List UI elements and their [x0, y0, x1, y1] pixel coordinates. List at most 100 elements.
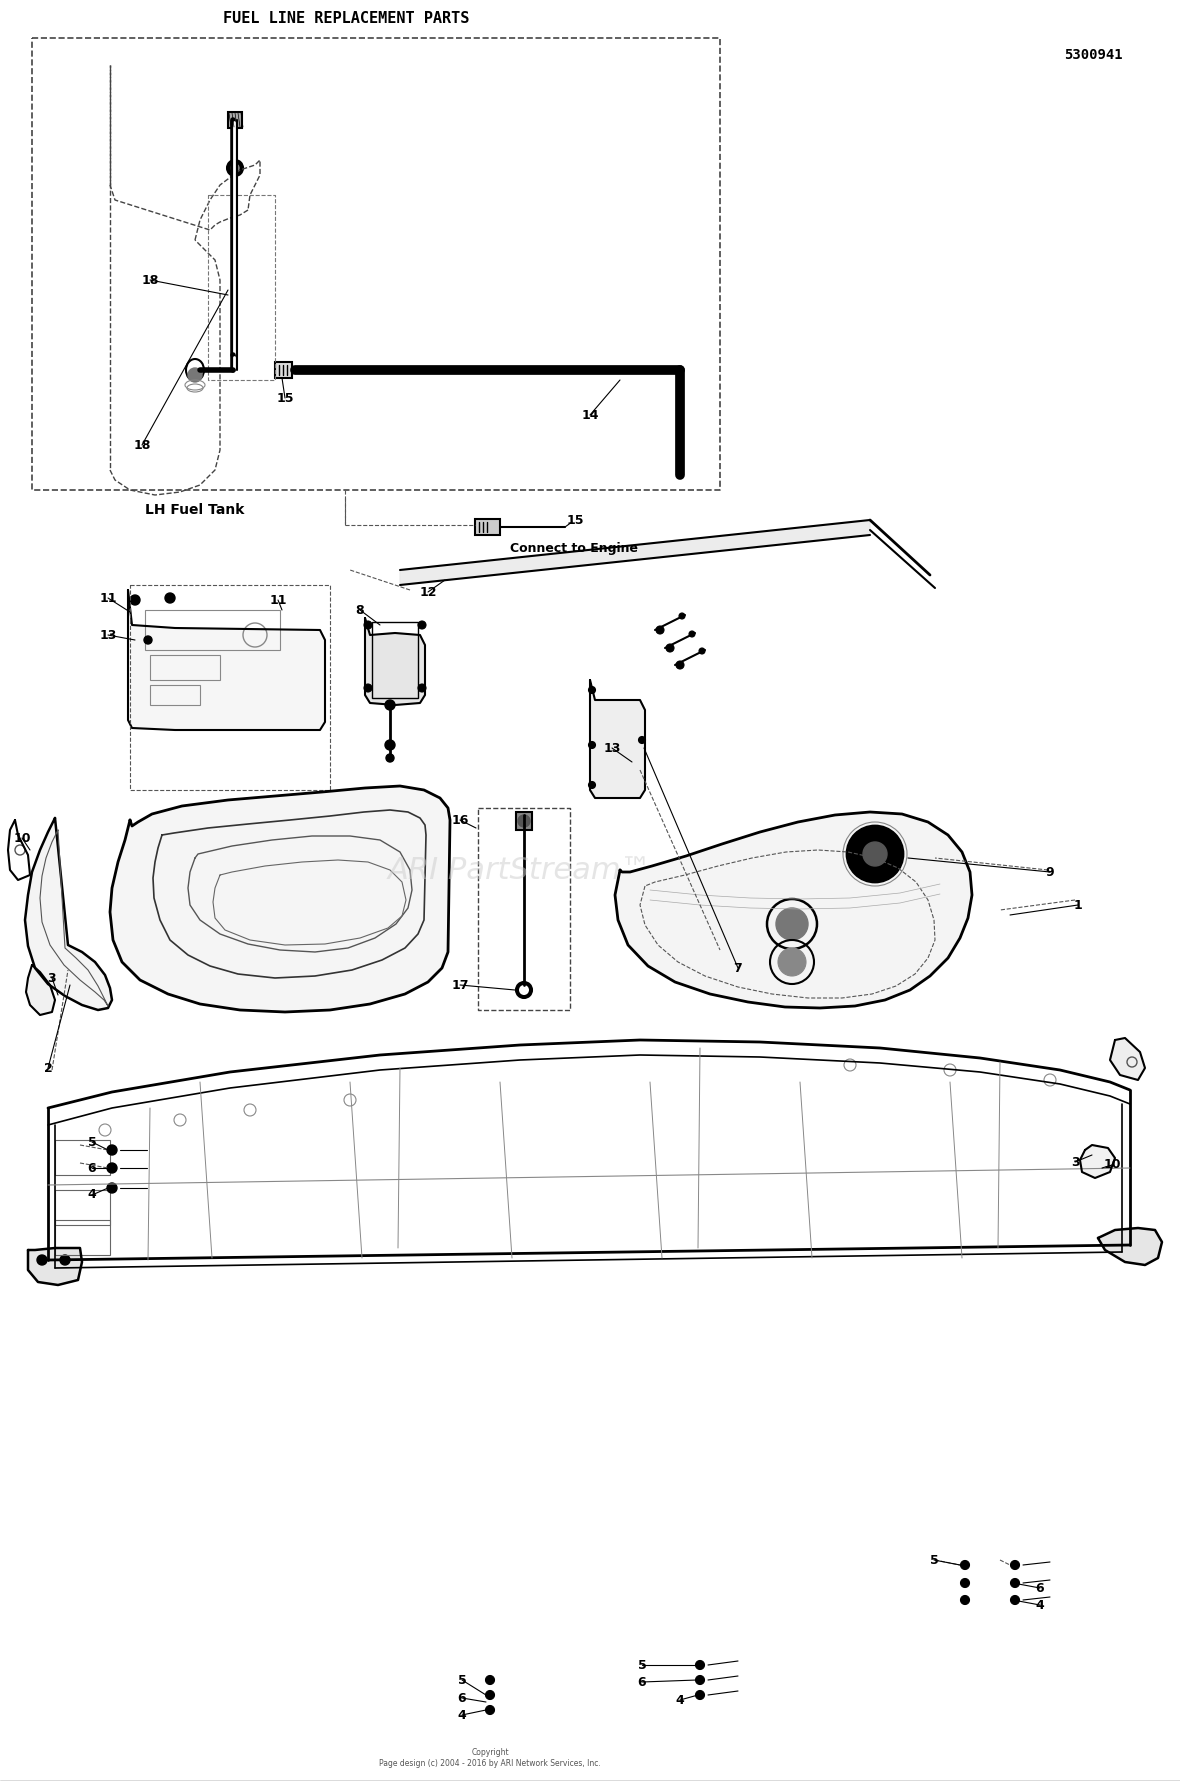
Text: 13: 13 [603, 741, 621, 755]
Bar [372, 621, 418, 698]
Text: 5: 5 [458, 1674, 466, 1687]
Bar [55, 1141, 110, 1175]
Text: 5: 5 [930, 1553, 938, 1567]
Polygon shape [1110, 1039, 1145, 1080]
Text: 5: 5 [87, 1135, 97, 1148]
Text: 1: 1 [1074, 898, 1082, 912]
Text: 9: 9 [1045, 866, 1054, 878]
Circle shape [678, 612, 686, 619]
Text: 4: 4 [87, 1189, 97, 1201]
Text: 10: 10 [13, 832, 31, 844]
Polygon shape [25, 818, 112, 1010]
Text: 18: 18 [142, 273, 158, 287]
Polygon shape [615, 812, 972, 1009]
Text: 15: 15 [566, 514, 584, 527]
Bar [145, 610, 280, 650]
Circle shape [689, 632, 695, 637]
Circle shape [107, 1164, 117, 1173]
Text: 14: 14 [582, 409, 598, 421]
Text: 5: 5 [637, 1658, 647, 1671]
Circle shape [107, 1183, 117, 1192]
Circle shape [227, 161, 243, 177]
Text: 15: 15 [276, 391, 294, 405]
Circle shape [589, 687, 596, 694]
Text: Copyright
Page design (c) 2004 - 2016 by ARI Network Services, Inc.: Copyright Page design (c) 2004 - 2016 by… [379, 1748, 601, 1767]
Polygon shape [1080, 1144, 1115, 1178]
Circle shape [589, 782, 596, 789]
Text: 2: 2 [44, 1062, 52, 1075]
Circle shape [485, 1676, 494, 1685]
Circle shape [695, 1690, 704, 1699]
Circle shape [231, 164, 240, 171]
Text: 6: 6 [87, 1162, 97, 1175]
Circle shape [778, 948, 806, 976]
Text: 8: 8 [355, 603, 365, 616]
Circle shape [385, 700, 395, 710]
Circle shape [961, 1560, 970, 1569]
Bar [228, 112, 242, 129]
Text: LH Fuel Tank: LH Fuel Tank [145, 503, 244, 518]
Circle shape [485, 1705, 494, 1715]
Circle shape [676, 660, 684, 669]
Text: 3: 3 [1070, 1155, 1080, 1169]
Text: ARI PartStream™: ARI PartStream™ [388, 855, 653, 885]
Polygon shape [26, 966, 55, 1016]
Text: 5300941: 5300941 [1063, 48, 1122, 62]
Circle shape [776, 909, 808, 941]
Text: 6: 6 [1036, 1582, 1044, 1594]
Text: 13: 13 [99, 628, 117, 641]
Text: 11: 11 [99, 591, 117, 605]
Polygon shape [28, 1248, 81, 1285]
Bar [55, 1191, 110, 1225]
Circle shape [37, 1255, 47, 1266]
Text: 12: 12 [419, 585, 437, 598]
Circle shape [418, 621, 426, 628]
Polygon shape [365, 618, 425, 705]
Bar [150, 685, 199, 705]
Text: Connect to Engine: Connect to Engine [510, 541, 638, 555]
Bar [150, 655, 219, 680]
Polygon shape [127, 591, 324, 730]
Circle shape [666, 644, 674, 652]
Bar [55, 1219, 110, 1255]
Text: 3: 3 [47, 971, 57, 985]
Circle shape [1010, 1578, 1020, 1587]
Circle shape [847, 826, 903, 882]
Circle shape [60, 1255, 70, 1266]
Text: 18: 18 [133, 439, 151, 452]
Circle shape [961, 1578, 970, 1587]
Circle shape [961, 1596, 970, 1605]
Circle shape [107, 1144, 117, 1155]
Bar [275, 362, 291, 378]
Circle shape [1010, 1596, 1020, 1605]
Text: 6: 6 [637, 1676, 647, 1689]
Circle shape [386, 753, 394, 762]
Circle shape [695, 1660, 704, 1669]
Circle shape [188, 368, 202, 382]
Circle shape [418, 684, 426, 693]
Text: 17: 17 [451, 978, 468, 991]
Text: 4: 4 [1036, 1599, 1044, 1612]
Text: 7: 7 [734, 962, 742, 975]
Circle shape [130, 594, 140, 605]
Polygon shape [400, 519, 870, 585]
Circle shape [144, 635, 152, 644]
Bar [476, 519, 500, 536]
Circle shape [656, 627, 664, 634]
Circle shape [1010, 1560, 1020, 1569]
Bar [516, 812, 532, 830]
Text: 11: 11 [269, 593, 287, 607]
Text: 4: 4 [676, 1694, 684, 1706]
Circle shape [518, 816, 530, 826]
Text: 6: 6 [458, 1692, 466, 1705]
Circle shape [363, 621, 372, 628]
Circle shape [165, 593, 175, 603]
Circle shape [695, 1676, 704, 1685]
Text: 16: 16 [451, 814, 468, 826]
Circle shape [863, 843, 887, 866]
Circle shape [363, 684, 372, 693]
Circle shape [699, 648, 704, 653]
Text: 4: 4 [458, 1708, 466, 1721]
Circle shape [485, 1690, 494, 1699]
Circle shape [519, 985, 529, 994]
